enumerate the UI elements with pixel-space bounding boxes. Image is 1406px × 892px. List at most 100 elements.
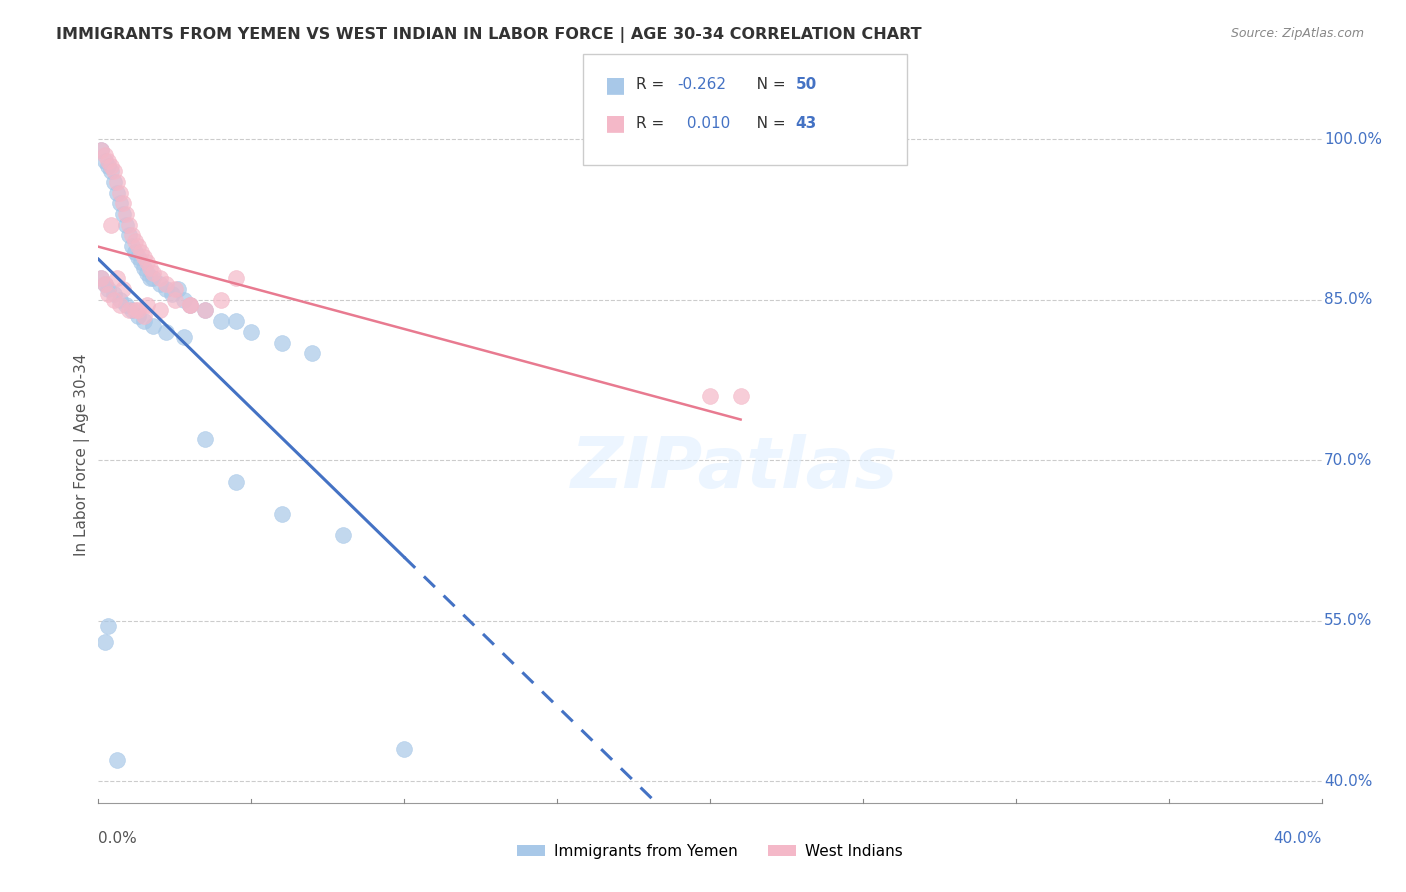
Point — [124, 234, 146, 248]
Point — [97, 153, 120, 168]
Text: 70.0%: 70.0% — [1324, 453, 1372, 467]
Point — [136, 266, 159, 280]
Point — [225, 314, 247, 328]
Point — [97, 282, 120, 296]
Point — [225, 475, 247, 489]
Text: N =: N = — [742, 116, 790, 130]
Point — [97, 287, 120, 301]
Point — [163, 293, 186, 307]
Text: 85.0%: 85.0% — [1324, 293, 1372, 307]
Point — [111, 207, 134, 221]
Text: 55.0%: 55.0% — [1324, 614, 1372, 628]
Point — [93, 277, 115, 291]
Point — [118, 303, 141, 318]
Point — [155, 282, 177, 296]
Point — [97, 159, 120, 173]
Text: 43: 43 — [796, 116, 817, 130]
Point — [134, 314, 156, 328]
Point — [127, 239, 149, 253]
Point — [129, 255, 152, 269]
Point — [194, 303, 217, 318]
Point — [108, 293, 131, 307]
Point — [121, 303, 143, 318]
Point — [139, 271, 162, 285]
Point — [108, 298, 131, 312]
Point — [105, 753, 128, 767]
Point — [142, 271, 165, 285]
Point — [90, 143, 112, 157]
Point — [90, 271, 112, 285]
Point — [90, 271, 112, 285]
Point — [179, 298, 201, 312]
Text: 100.0%: 100.0% — [1324, 132, 1382, 146]
Point — [194, 432, 217, 446]
Y-axis label: In Labor Force | Age 30-34: In Labor Force | Age 30-34 — [75, 353, 90, 557]
Point — [270, 507, 292, 521]
Legend: Immigrants from Yemen, West Indians: Immigrants from Yemen, West Indians — [512, 838, 908, 864]
Point — [163, 282, 186, 296]
Point — [127, 250, 149, 264]
Point — [136, 298, 159, 312]
Point — [111, 282, 134, 296]
Text: 0.010: 0.010 — [682, 116, 730, 130]
Point — [149, 277, 172, 291]
Point — [730, 389, 752, 403]
Point — [124, 303, 146, 318]
Point — [134, 250, 156, 264]
Point — [111, 196, 134, 211]
Point — [93, 277, 115, 291]
Point — [127, 309, 149, 323]
Point — [118, 218, 141, 232]
Point — [121, 228, 143, 243]
Point — [149, 303, 172, 318]
Point — [103, 164, 125, 178]
Point — [93, 635, 115, 649]
Point — [155, 277, 177, 291]
Point — [93, 148, 115, 162]
Point — [124, 244, 146, 259]
Point — [167, 282, 190, 296]
Point — [699, 389, 721, 403]
Text: 0.0%: 0.0% — [98, 830, 138, 846]
Point — [240, 325, 263, 339]
Point — [115, 218, 138, 232]
Point — [209, 293, 232, 307]
Point — [118, 228, 141, 243]
Text: R =: R = — [636, 78, 669, 92]
Point — [173, 330, 195, 344]
Point — [93, 153, 115, 168]
Point — [127, 303, 149, 318]
Point — [149, 271, 172, 285]
Point — [134, 260, 156, 275]
Point — [105, 186, 128, 200]
Point — [142, 319, 165, 334]
Point — [90, 143, 112, 157]
Point — [115, 298, 138, 312]
Point — [173, 293, 195, 307]
Text: ZIPatlas: ZIPatlas — [571, 434, 898, 503]
Text: 50: 50 — [796, 78, 817, 92]
Text: ■: ■ — [605, 113, 626, 133]
Point — [105, 271, 128, 285]
Point — [100, 164, 122, 178]
Point — [136, 255, 159, 269]
Point — [105, 175, 128, 189]
Point — [160, 287, 183, 301]
Text: N =: N = — [742, 78, 790, 92]
Point — [108, 186, 131, 200]
Point — [103, 175, 125, 189]
Point — [139, 260, 162, 275]
Point — [129, 244, 152, 259]
Text: R =: R = — [636, 116, 669, 130]
Point — [97, 619, 120, 633]
Point — [155, 325, 177, 339]
Point — [103, 287, 125, 301]
Point — [392, 742, 416, 756]
Text: ■: ■ — [605, 75, 626, 95]
Text: 40.0%: 40.0% — [1324, 774, 1372, 789]
Point — [100, 218, 122, 232]
Point — [225, 271, 247, 285]
Point — [115, 207, 138, 221]
Point — [301, 346, 323, 360]
Point — [194, 303, 217, 318]
